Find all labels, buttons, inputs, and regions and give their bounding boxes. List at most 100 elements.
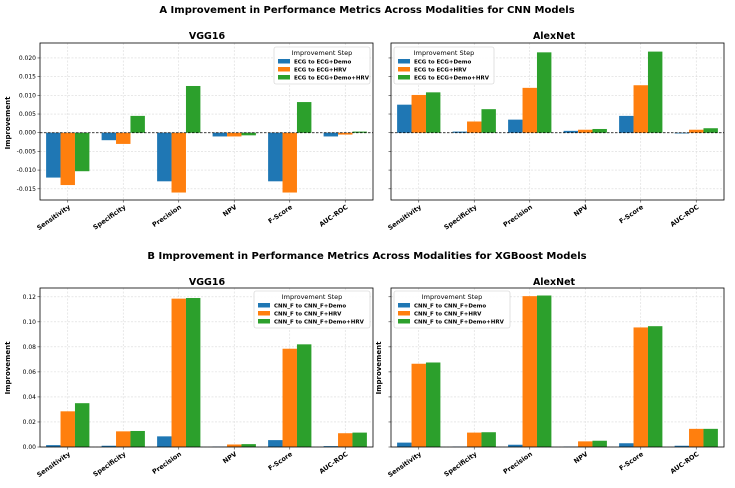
bar-cnn-f-to-cnn-f-hrv-specificity — [467, 432, 482, 447]
bar-cnn-f-to-cnn-f-hrv-f-score — [633, 327, 648, 447]
bar-ecg-to-ecg-demo-f-score — [268, 132, 283, 182]
x-tick-label: AUC-ROC — [669, 450, 701, 476]
bar-ecg-to-ecg-demo-hrv-auc-roc — [703, 128, 718, 133]
bar-ecg-to-ecg-hrv-sensitivity — [60, 132, 75, 186]
legend-entry: ECG to ECG+Demo+HRV — [414, 76, 490, 82]
legend-box — [273, 46, 371, 85]
y-tick-label: -0.015 — [17, 186, 37, 193]
section-b-title: B Improvement in Performance Metrics Acr… — [147, 251, 586, 262]
legend-entry: ECG to ECG+HRV — [294, 68, 347, 74]
bar-cnn-f-to-cnn-f-demo-f-score — [268, 440, 283, 447]
bar-cnn-f-to-cnn-f-demo-auc-roc — [674, 445, 690, 447]
x-tick-label: Specificity — [92, 450, 128, 479]
legend-title: Improvement Step — [282, 293, 343, 301]
bar-ecg-to-ecg-hrv-auc-roc — [689, 129, 704, 133]
legend-title: Improvement Step — [414, 49, 475, 57]
bar-cnn-f-to-cnn-f-demo-precision — [157, 436, 172, 447]
axes-frame — [39, 287, 374, 448]
bar-cnn-f-to-cnn-f-hrv-precision — [171, 298, 186, 447]
bar-ecg-to-ecg-demo-hrv-f-score — [296, 102, 312, 133]
bar-cnn-f-to-cnn-f-demo-hrv-sensitivity — [74, 403, 90, 447]
bar-ecg-to-ecg-demo-sensitivity — [397, 104, 412, 133]
legend-entry: ECG to ECG+Demo — [294, 60, 351, 66]
x-tick-label: F-Score — [267, 203, 295, 226]
legend-entry: CNN_F to CNN_F+HRV — [274, 312, 342, 318]
y-tick-label: -0.005 — [17, 148, 37, 155]
x-tick-label: Specificity — [443, 203, 479, 232]
bar-ecg-to-ecg-demo-hrv-sensitivity — [425, 92, 441, 133]
bar-ecg-to-ecg-demo-sensitivity — [46, 132, 61, 178]
bar-ecg-to-ecg-demo-precision — [508, 119, 523, 133]
panel-title: AlexNet — [533, 277, 576, 288]
legend-swatch — [398, 75, 410, 80]
panel-title: VGG16 — [189, 31, 226, 42]
bar-ecg-to-ecg-demo-hrv-npv — [241, 132, 256, 136]
legend-swatch — [398, 319, 410, 324]
legend-box — [393, 290, 511, 329]
bar-cnn-f-to-cnn-f-hrv-sensitivity — [60, 411, 75, 447]
legend-box — [393, 46, 495, 85]
legend: Improvement Step ECG to ECG+Demo ECG to EC… — [273, 46, 371, 85]
bar-cnn-f-to-cnn-f-demo-hrv-f-score — [647, 326, 663, 447]
axes-frame — [390, 287, 725, 448]
bar-ecg-to-ecg-hrv-precision — [171, 132, 186, 193]
x-tick-label: AUC-ROC — [318, 203, 350, 229]
y-tick-label: 0.04 — [23, 394, 37, 401]
bar-cnn-f-to-cnn-f-demo-hrv-precision — [536, 295, 552, 447]
legend-swatch — [258, 311, 270, 316]
x-tick-label: NPV — [221, 203, 238, 218]
bar-cnn-f-to-cnn-f-demo-sensitivity — [397, 442, 412, 447]
axes-frame — [390, 42, 725, 201]
legend-entry: CNN_F to CNN_F+Demo — [274, 304, 346, 310]
x-tick-label: NPV — [572, 450, 589, 465]
bar-ecg-to-ecg-hrv-specificity — [467, 121, 482, 133]
y-axis-label: Improvement — [375, 341, 383, 395]
panel-a-vgg16: VGG16 Improvement -0.015 -0.010 -0.005 0.00… — [4, 31, 374, 232]
x-tick-label: Specificity — [92, 203, 128, 232]
legend-swatch — [398, 59, 410, 64]
bar-ecg-to-ecg-demo-f-score — [619, 115, 634, 133]
bar-ecg-to-ecg-demo-npv — [563, 130, 579, 133]
y-tick-label: 0.010 — [19, 92, 36, 99]
legend-entry: CNN_F to CNN_F+Demo+HRV — [414, 320, 505, 326]
bar-cnn-f-to-cnn-f-demo-hrv-npv — [592, 440, 607, 447]
x-tick-label: Sensitivity — [386, 203, 423, 232]
legend-swatch — [278, 59, 290, 64]
legend-swatch — [398, 311, 410, 316]
x-tick-label: Precision — [502, 203, 534, 229]
bar-cnn-f-to-cnn-f-demo-hrv-npv — [241, 444, 256, 447]
x-tick-label: AUC-ROC — [318, 450, 350, 476]
legend-swatch — [258, 303, 270, 308]
bar-ecg-to-ecg-hrv-precision — [522, 87, 537, 133]
bar-ecg-to-ecg-demo-auc-roc — [674, 132, 690, 134]
legend: Improvement Step ECG to ECG+Demo ECG to EC… — [393, 46, 495, 85]
bar-ecg-to-ecg-demo-precision — [157, 132, 172, 182]
axes-frame — [39, 42, 374, 201]
panel-a-alexnet: AlexNet Sensitivity Specificity Precision N… — [386, 31, 725, 232]
legend-swatch — [398, 303, 410, 308]
bar-ecg-to-ecg-hrv-f-score — [282, 132, 297, 193]
x-tick-label: AUC-ROC — [669, 203, 701, 229]
bar-cnn-f-to-cnn-f-demo-auc-roc — [323, 446, 339, 447]
legend: Improvement Step CNN_F to CNN_F+Demo CNN_F… — [393, 290, 511, 329]
bar-cnn-f-to-cnn-f-demo-sensitivity — [46, 445, 61, 447]
y-tick-label: 0.005 — [19, 111, 36, 118]
legend-title: Improvement Step — [422, 293, 483, 301]
x-tick-label: Sensitivity — [35, 203, 72, 232]
legend-entry: ECG to ECG+HRV — [414, 68, 467, 74]
bar-cnn-f-to-cnn-f-hrv-sensitivity — [411, 363, 426, 447]
bar-ecg-to-ecg-hrv-sensitivity — [411, 94, 426, 133]
bar-ecg-to-ecg-hrv-npv — [578, 129, 593, 133]
x-tick-label: F-Score — [618, 203, 646, 226]
legend-title: Improvement Step — [292, 49, 353, 57]
bar-ecg-to-ecg-demo-hrv-sensitivity — [74, 132, 90, 172]
legend: Improvement Step CNN_F to CNN_F+Demo CNN_F… — [253, 290, 371, 329]
y-tick-label: -0.010 — [17, 167, 37, 174]
bar-ecg-to-ecg-hrv-f-score — [633, 85, 648, 133]
bar-cnn-f-to-cnn-f-demo-hrv-f-score — [296, 344, 312, 447]
y-tick-label: 0.02 — [23, 419, 37, 426]
bar-ecg-to-ecg-demo-specificity — [452, 131, 468, 133]
bar-cnn-f-to-cnn-f-demo-specificity — [101, 445, 117, 447]
x-tick-label: NPV — [572, 203, 589, 218]
